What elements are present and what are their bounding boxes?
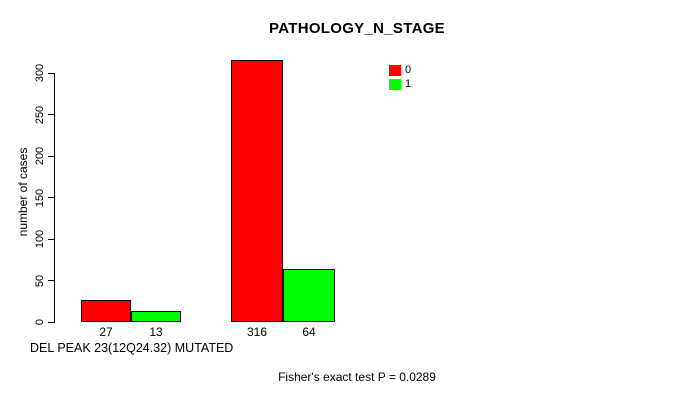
legend-swatch-icon <box>389 65 401 76</box>
y-tick-mark <box>48 197 54 198</box>
y-tick-mark <box>48 238 54 240</box>
bar-series-0-group-1 <box>81 300 131 322</box>
legend-label: 0 <box>405 64 412 76</box>
y-axis-line <box>54 73 55 323</box>
y-tick-mark <box>48 321 54 323</box>
y-tick-label: 100 <box>34 229 46 249</box>
chart-title: PATHOLOGY_N_STAGE <box>269 20 445 37</box>
bar-count-label: 27 <box>99 325 113 339</box>
y-tick-label: 50 <box>34 274 46 287</box>
y-tick-mark <box>48 114 54 115</box>
y-tick-mark <box>48 155 54 157</box>
bar-count-label: 316 <box>246 325 268 339</box>
y-axis-title: number of cases <box>16 147 30 237</box>
y-tick-label: 200 <box>34 146 46 166</box>
y-tick-mark <box>48 72 54 74</box>
y-tick-label: 150 <box>34 188 46 207</box>
bar-series-1-group-2 <box>283 269 335 322</box>
bar-series-0-group-2 <box>231 60 283 322</box>
bar-count-label: 13 <box>149 325 163 339</box>
y-tick-mark <box>48 280 54 281</box>
legend-swatch-icon <box>389 79 401 90</box>
y-tick-label: 0 <box>34 318 46 326</box>
legend-label: 1 <box>405 78 412 90</box>
y-tick-label: 300 <box>34 63 46 83</box>
x-axis-caption: DEL PEAK 23(12Q24.32) MUTATED <box>30 341 234 355</box>
bar-count-label: 64 <box>302 325 316 339</box>
bar-series-1-group-1 <box>131 311 181 322</box>
y-tick-label: 250 <box>34 105 46 124</box>
fisher-test-annotation: Fisher's exact test P = 0.0289 <box>278 370 436 384</box>
